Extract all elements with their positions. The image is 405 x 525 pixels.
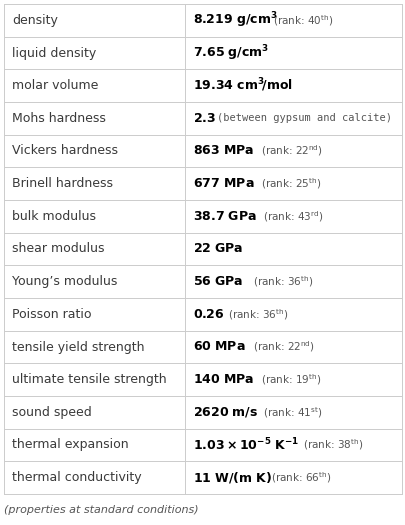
Text: ultimate tensile strength: ultimate tensile strength	[12, 373, 166, 386]
Text: (rank: 36$^{\rm th}$): (rank: 36$^{\rm th}$)	[252, 274, 312, 289]
Text: $\mathbf{60\ MPa}$: $\mathbf{60\ MPa}$	[192, 341, 245, 353]
Text: $\mathbf{140\ MPa}$: $\mathbf{140\ MPa}$	[192, 373, 254, 386]
Text: (rank: 22$^{\rm nd}$): (rank: 22$^{\rm nd}$)	[260, 144, 322, 159]
Text: (rank: 38$^{\rm th}$): (rank: 38$^{\rm th}$)	[302, 438, 362, 453]
Text: sound speed: sound speed	[12, 406, 92, 419]
Text: shear modulus: shear modulus	[12, 243, 104, 256]
Text: thermal expansion: thermal expansion	[12, 438, 128, 452]
Text: $\mathbf{19.34\ cm^3\!/mol}$: $\mathbf{19.34\ cm^3\!/mol}$	[192, 77, 292, 94]
Text: $\mathbf{22\ GPa}$: $\mathbf{22\ GPa}$	[192, 243, 243, 256]
Text: $\mathbf{11\ W/(m\ K)}$: $\mathbf{11\ W/(m\ K)}$	[192, 470, 271, 485]
Text: Young’s modulus: Young’s modulus	[12, 275, 117, 288]
Text: (rank: 19$^{\rm th}$): (rank: 19$^{\rm th}$)	[260, 372, 320, 387]
Text: Vickers hardness: Vickers hardness	[12, 144, 118, 157]
Text: $\mathbf{2620\ m/s}$: $\mathbf{2620\ m/s}$	[192, 405, 258, 419]
Text: (rank: 41$^{\rm st}$): (rank: 41$^{\rm st}$)	[262, 405, 322, 419]
Text: molar volume: molar volume	[12, 79, 98, 92]
Text: liquid density: liquid density	[12, 47, 96, 59]
Text: (rank: 22$^{\rm nd}$): (rank: 22$^{\rm nd}$)	[252, 340, 314, 354]
Text: (between gypsum and calcite): (between gypsum and calcite)	[216, 113, 391, 123]
Text: bulk modulus: bulk modulus	[12, 210, 96, 223]
Text: $\mathbf{0.26}$: $\mathbf{0.26}$	[192, 308, 224, 321]
Text: $\mathbf{8.219\ g/cm^3}$: $\mathbf{8.219\ g/cm^3}$	[192, 10, 277, 30]
Text: thermal conductivity: thermal conductivity	[12, 471, 141, 484]
Text: Poisson ratio: Poisson ratio	[12, 308, 91, 321]
Text: $\mathbf{56\ GPa}$: $\mathbf{56\ GPa}$	[192, 275, 243, 288]
Text: (rank: 43$^{\rm rd}$): (rank: 43$^{\rm rd}$)	[262, 209, 322, 224]
Text: $\mathbf{1.03 \times 10^{-5}\ K^{-1}}$: $\mathbf{1.03 \times 10^{-5}\ K^{-1}}$	[192, 437, 298, 453]
Text: tensile yield strength: tensile yield strength	[12, 341, 144, 353]
Text: (rank: 66$^{\rm th}$): (rank: 66$^{\rm th}$)	[270, 470, 330, 485]
Text: (rank: 36$^{\rm th}$): (rank: 36$^{\rm th}$)	[228, 307, 288, 322]
Text: (properties at standard conditions): (properties at standard conditions)	[4, 505, 198, 515]
Text: $\mathbf{7.65\ g/cm^3}$: $\mathbf{7.65\ g/cm^3}$	[192, 43, 269, 63]
Text: Mohs hardness: Mohs hardness	[12, 112, 106, 125]
Text: density: density	[12, 14, 58, 27]
Text: $\mathbf{38.7\ GPa}$: $\mathbf{38.7\ GPa}$	[192, 210, 256, 223]
Text: Brinell hardness: Brinell hardness	[12, 177, 113, 190]
Text: $\mathbf{677\ MPa}$: $\mathbf{677\ MPa}$	[192, 177, 254, 190]
Text: $\mathbf{863\ MPa}$: $\mathbf{863\ MPa}$	[192, 144, 254, 157]
Text: (rank: 40$^{\rm th}$): (rank: 40$^{\rm th}$)	[272, 13, 333, 28]
Text: (rank: 25$^{\rm th}$): (rank: 25$^{\rm th}$)	[260, 176, 320, 191]
Text: $\mathbf{2.3}$: $\mathbf{2.3}$	[192, 112, 215, 125]
